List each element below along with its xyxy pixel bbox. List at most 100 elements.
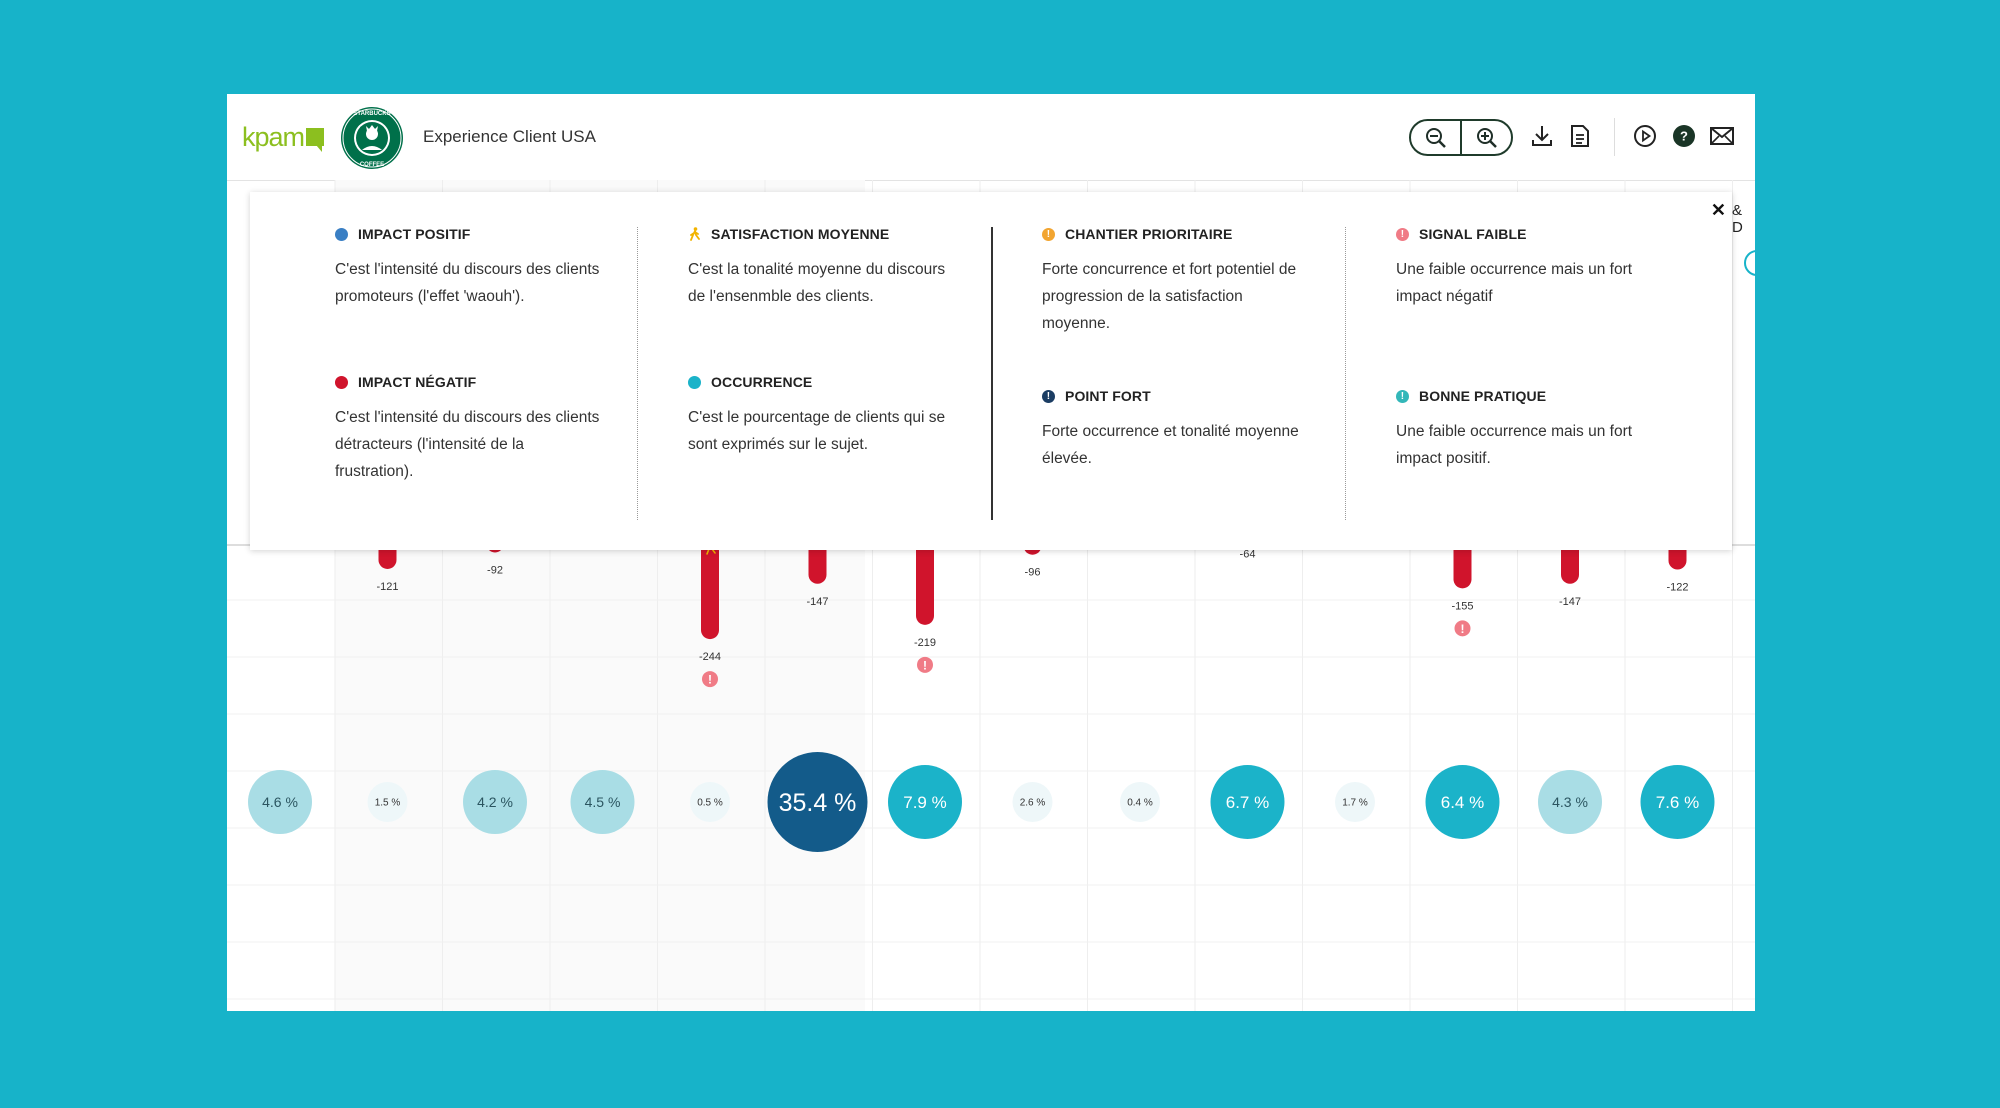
occurrence-bubble[interactable]: [767, 752, 868, 852]
legend-item-signal-faible: ! SIGNAL FAIBLE Une faible occurrence mai…: [1396, 226, 1666, 310]
legend-item-title: POINT FORT: [1065, 388, 1151, 404]
help-button[interactable]: ?: [1671, 123, 1697, 149]
occurrence-bubble[interactable]: [463, 770, 527, 834]
occurrence-label: 0.4 %: [1127, 798, 1153, 809]
navy-exclamation-icon: !: [1042, 389, 1055, 403]
legend-item-text: C'est le pourcentage de clients qui se s…: [688, 409, 946, 453]
legend-item-title: OCCURRENCE: [711, 374, 813, 390]
mail-icon: [1710, 127, 1734, 145]
document-button[interactable]: [1567, 123, 1593, 149]
legend-item-title: IMPACT POSITIF: [358, 226, 471, 242]
legend-item-text: C'est l'intensité du discours des client…: [335, 261, 600, 305]
signal-faible-icon[interactable]: !: [1454, 620, 1471, 637]
occurrence-bubble[interactable]: [888, 765, 962, 839]
occurrence-bubble[interactable]: [1012, 782, 1053, 822]
svg-text:STARBUCKS: STARBUCKS: [353, 111, 390, 117]
legend-item-title: SATISFACTION MOYENNE: [711, 226, 890, 242]
zoom-controls: [1409, 119, 1513, 156]
partial-edge-text: & D: [1732, 202, 1743, 236]
svg-text:!: !: [1461, 622, 1465, 636]
legend-item-title: IMPACT NÉGATIF: [358, 374, 477, 390]
kpam-logo[interactable]: kpam: [242, 121, 325, 152]
mail-button[interactable]: [1709, 123, 1735, 149]
header-divider: [1614, 118, 1615, 156]
occurrence-bubble[interactable]: [1210, 765, 1285, 839]
occurrence-label: 4.5 %: [585, 794, 621, 810]
occurrence-label: 4.2 %: [477, 794, 513, 810]
bar-value-label: -64: [1240, 548, 1256, 560]
page-title: Experience Client USA: [423, 127, 596, 146]
legend-divider: [1345, 227, 1346, 520]
occurrence-bubble[interactable]: [1640, 765, 1715, 839]
legend-item-impact-negatif: IMPACT NÉGATIF C'est l'intensité du disc…: [335, 374, 605, 485]
svg-text:!: !: [923, 658, 927, 672]
legend-item-satisfaction-moyenne: SATISFACTION MOYENNE C'est la tonalité m…: [688, 226, 958, 310]
zoom-in-button[interactable]: [1460, 121, 1511, 154]
bar-value-label: -147: [1559, 596, 1581, 608]
legend-panel: ✕ IMPACT POSITIF C'est l'intensité du di…: [250, 192, 1732, 550]
document-icon: [1571, 125, 1589, 147]
bar-value-label: -244: [699, 651, 721, 663]
occurrence-bubble[interactable]: [1425, 765, 1500, 839]
occurrence-bubble[interactable]: [248, 770, 312, 834]
bar-value-label: -219: [914, 637, 936, 649]
occurrence-label: 4.6 %: [262, 794, 298, 810]
teal-dot-icon: [688, 375, 701, 389]
speech-bubble-icon: [306, 128, 325, 152]
download-icon: [1532, 126, 1552, 146]
starbucks-logo: STARBUCKS COFFEE: [341, 107, 403, 169]
app-window: kpam STARBUCKS COFFEE Experience Client …: [227, 94, 1755, 1011]
bar-value-label: -155: [1451, 600, 1473, 612]
occurrence-bubble[interactable]: [570, 770, 635, 834]
zoom-in-icon: [1476, 127, 1497, 148]
legend-item-text: C'est la tonalité moyenne du discours de…: [688, 261, 946, 305]
red-dot-icon: [335, 375, 348, 389]
svg-text:COFFEE: COFFEE: [360, 162, 384, 168]
svg-text:?: ?: [1680, 129, 1688, 144]
legend-item-chantier-prioritaire: ! CHANTIER PRIORITAIRE Forte concurrence …: [1042, 226, 1312, 337]
legend-item-occurrence: OCCURRENCE C'est le pourcentage de clien…: [688, 374, 958, 458]
occurrence-label: 6.7 %: [1226, 793, 1269, 812]
legend-divider: [637, 227, 638, 520]
zoom-out-icon: [1425, 127, 1446, 148]
legend-item-bonne-pratique: ! BONNE PRATIQUE Une faible occurrence ma…: [1396, 388, 1666, 472]
occurrence-bubble[interactable]: [690, 782, 730, 822]
legend-item-text: Forte occurrence et tonalité moyenne éle…: [1042, 423, 1299, 467]
kpam-logo-text: kpam: [242, 121, 305, 152]
bar-value-label: -122: [1666, 582, 1688, 594]
legend-item-text: Une faible occurrence mais un fort impac…: [1396, 261, 1633, 305]
walker-icon: [688, 227, 701, 241]
occurrence-bubble[interactable]: [367, 782, 408, 822]
occurrence-label: 35.4 %: [779, 789, 857, 817]
zoom-out-button[interactable]: [1411, 121, 1460, 154]
play-button[interactable]: [1632, 123, 1658, 149]
signal-faible-icon[interactable]: !: [702, 671, 718, 688]
legend-item-text: Une faible occurrence mais un fort impac…: [1396, 423, 1633, 467]
close-icon[interactable]: ✕: [1710, 200, 1726, 220]
occurrence-label: 6.4 %: [1441, 793, 1484, 812]
legend-item-title: SIGNAL FAIBLE: [1419, 226, 1527, 242]
legend-divider-main: [991, 227, 993, 520]
legend-item-text: C'est l'intensité du discours des client…: [335, 409, 600, 480]
legend-item-title: BONNE PRATIQUE: [1419, 388, 1547, 404]
legend-item-title: CHANTIER PRIORITAIRE: [1065, 226, 1233, 242]
occurrence-bubble[interactable]: [1335, 782, 1375, 822]
download-button[interactable]: [1529, 123, 1555, 149]
bar-value-label: -147: [806, 596, 828, 608]
occurrence-bubble[interactable]: [1120, 782, 1160, 822]
bar-value-label: -121: [376, 581, 398, 593]
header: kpam STARBUCKS COFFEE Experience Client …: [227, 94, 1755, 181]
bar-value-label: -96: [1025, 567, 1041, 579]
occurrence-label: 7.9 %: [903, 793, 946, 812]
occurrence-bubble[interactable]: [1538, 770, 1602, 834]
play-icon: [1634, 125, 1656, 147]
blue-dot-icon: [335, 227, 348, 241]
legend-item-text: Forte concurrence et fort potentiel de p…: [1042, 261, 1297, 332]
teal-exclamation-icon: !: [1396, 389, 1409, 403]
pink-exclamation-icon: !: [1396, 227, 1409, 241]
legend-item-impact-positif: IMPACT POSITIF C'est l'intensité du disc…: [335, 226, 605, 310]
orange-exclamation-icon: !: [1042, 227, 1055, 241]
signal-faible-icon[interactable]: !: [917, 656, 933, 673]
occurrence-label: 1.7 %: [1342, 798, 1368, 809]
bar-value-label: -92: [487, 564, 503, 576]
